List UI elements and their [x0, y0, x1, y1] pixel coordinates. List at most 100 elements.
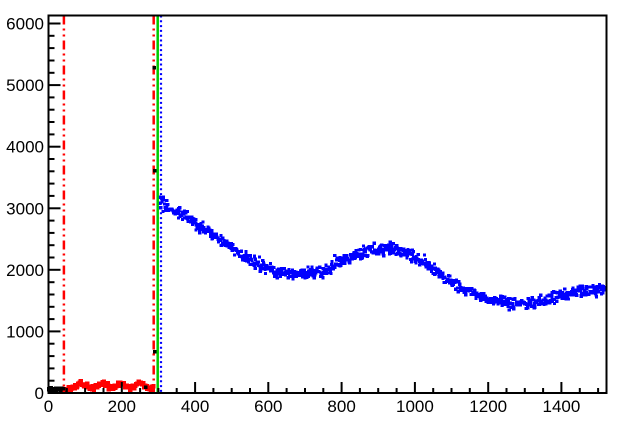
- data-point: [579, 294, 583, 299]
- data-point: [282, 267, 286, 271]
- data-point: [584, 293, 588, 297]
- data-point: [248, 253, 253, 258]
- data-point: [91, 387, 96, 392]
- data-point: [368, 248, 372, 252]
- data-point: [324, 263, 328, 267]
- data-point: [275, 273, 279, 277]
- data-point: [202, 225, 206, 230]
- data-point: [267, 266, 271, 270]
- data-point: [308, 273, 312, 277]
- data-point: [405, 256, 409, 260]
- data-point: [464, 291, 468, 295]
- x-tick-label: 0: [44, 397, 53, 416]
- y-axis: [48, 22, 61, 394]
- data-point: [348, 261, 352, 265]
- data-point: [111, 386, 116, 391]
- data-point: [584, 285, 588, 289]
- data-point: [412, 255, 416, 259]
- data-point: [219, 234, 223, 238]
- y-tick-label: 6000: [6, 15, 44, 34]
- plot-frame: [47, 14, 608, 394]
- data-point: [180, 217, 185, 221]
- data-point: [359, 247, 363, 251]
- data-point: [321, 276, 325, 280]
- data-point: [575, 293, 579, 297]
- data-point: [550, 299, 555, 303]
- reference-lines: [62, 15, 163, 393]
- data-point: [529, 298, 533, 302]
- data-point: [203, 231, 208, 235]
- data-point: [300, 268, 304, 272]
- data-point: [395, 252, 399, 256]
- data-point: [527, 303, 531, 307]
- data-point: [386, 248, 390, 252]
- data-point: [449, 278, 453, 282]
- data-point: [245, 255, 249, 259]
- y-tick-label: 4000: [6, 138, 44, 157]
- y-tick-label: 1000: [6, 322, 44, 341]
- data-point: [374, 249, 378, 253]
- data-point: [445, 280, 449, 284]
- data-point: [252, 254, 257, 258]
- data-point: [526, 297, 530, 301]
- data-point: [550, 296, 554, 300]
- data-point: [299, 271, 303, 275]
- data-point: [408, 252, 412, 256]
- data-point: [418, 258, 422, 262]
- data-point: [469, 288, 473, 293]
- data-point: [425, 261, 429, 265]
- data-point: [182, 216, 187, 220]
- data-point: [338, 258, 342, 262]
- y-tick-label: 3000: [6, 199, 44, 218]
- data-point: [500, 303, 504, 307]
- data-point: [361, 256, 365, 260]
- series-outliers-top: [143, 66, 157, 389]
- data-point: [490, 297, 494, 302]
- data-point: [294, 270, 298, 274]
- data-point: [395, 244, 399, 248]
- data-point: [441, 276, 445, 280]
- data-point: [563, 287, 567, 291]
- data-point: [402, 247, 406, 251]
- data-point: [165, 198, 169, 202]
- data-point: [108, 386, 113, 391]
- data-point: [507, 308, 511, 312]
- data-point: [361, 253, 365, 257]
- data-point: [485, 296, 489, 300]
- data-point: [227, 244, 231, 248]
- data-point: [437, 268, 441, 272]
- data-point: [471, 290, 475, 295]
- data-point: [226, 241, 230, 245]
- data-point: [153, 168, 157, 173]
- data-point: [195, 226, 199, 230]
- data-point: [219, 238, 223, 242]
- data-point: [451, 283, 455, 287]
- data-point: [161, 210, 165, 214]
- data-point: [201, 220, 205, 224]
- x-tick-label: 800: [327, 397, 355, 416]
- data-point: [587, 292, 591, 296]
- data-point: [313, 273, 317, 277]
- data-point: [499, 294, 503, 298]
- data-point: [541, 298, 545, 302]
- data-point: [341, 256, 345, 260]
- data-point: [470, 287, 474, 291]
- data-point: [346, 257, 350, 261]
- data-point: [377, 247, 381, 251]
- data-point: [511, 305, 515, 309]
- data-point: [302, 268, 306, 272]
- data-point: [544, 302, 548, 306]
- data-point: [578, 288, 582, 292]
- data-point: [309, 268, 313, 272]
- data-point: [508, 296, 512, 301]
- data-point: [387, 246, 391, 250]
- data-point: [335, 256, 339, 260]
- data-point: [350, 255, 354, 259]
- data-point: [389, 252, 393, 256]
- data-point: [334, 258, 339, 262]
- data-point: [301, 273, 305, 278]
- data-point: [330, 263, 334, 267]
- data-point: [261, 258, 265, 263]
- x-tick-label: 1000: [396, 397, 434, 416]
- data-point: [349, 252, 354, 256]
